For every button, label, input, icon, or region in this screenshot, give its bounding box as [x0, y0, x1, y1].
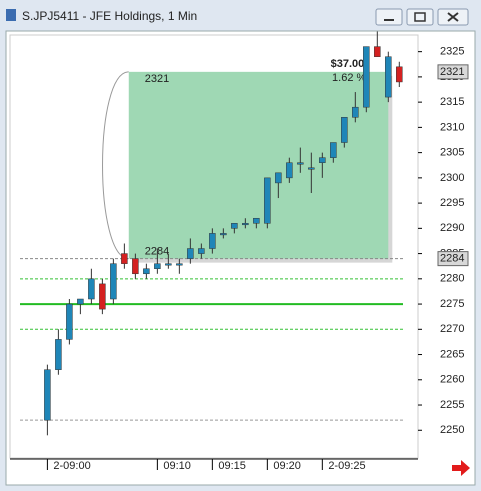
y-tick-label: 2275 [440, 298, 464, 310]
candle-body [286, 162, 293, 179]
candle-body [132, 258, 139, 275]
y-tick-label: 2255 [440, 399, 464, 411]
candle-body [341, 117, 348, 143]
y-tick-label: 2250 [440, 424, 464, 436]
y-tick-label: 2305 [440, 147, 464, 159]
candle-body [165, 263, 172, 266]
candle-body [66, 303, 73, 340]
y-tick-label: 2290 [440, 222, 464, 234]
candle-body [385, 56, 392, 98]
window-buttons[interactable] [375, 8, 469, 26]
candle-body [253, 217, 260, 224]
annotation-box [128, 71, 389, 259]
window-title: S.JPJ5411 - JFE Holdings, 1 Min [22, 9, 197, 23]
annotation-arc [102, 71, 129, 260]
candle-body [143, 268, 150, 275]
price-marker-box [437, 251, 469, 267]
candle-body [264, 177, 271, 224]
candle-body [220, 233, 227, 236]
price-marker-label: 2284 [440, 253, 464, 265]
candle-body [99, 283, 106, 310]
candle-body [110, 263, 117, 300]
candle-body [231, 223, 238, 229]
candle-body [297, 162, 304, 165]
x-tick-label: 09:20 [273, 460, 301, 472]
y-tick-label: 2310 [440, 121, 464, 133]
candle-body [275, 172, 282, 184]
close-icon [447, 12, 459, 22]
x-tick-label: 2-09:25 [328, 460, 365, 472]
y-tick-label: 2280 [440, 273, 464, 285]
candle-body [176, 263, 183, 266]
maximize-button[interactable] [406, 8, 434, 26]
candle-body [242, 223, 249, 226]
candle-body [88, 278, 95, 300]
price-marker-box [437, 64, 469, 80]
scroll-arrow[interactable] [452, 460, 470, 476]
y-tick-label: 2260 [440, 374, 464, 386]
candle-body [374, 46, 381, 57]
candle-body [330, 142, 337, 158]
y-tick-label: 2300 [440, 172, 464, 184]
annotation-change: $37.00 [331, 58, 365, 70]
candle-body [44, 369, 51, 421]
candle-body [121, 253, 128, 264]
candle-body [319, 157, 326, 163]
annotation-high: 2321 [145, 73, 169, 85]
candle-body [308, 167, 315, 170]
candle-body [209, 233, 216, 249]
candle-body [352, 106, 359, 118]
candle-body [55, 339, 62, 370]
y-tick-label: 2270 [440, 323, 464, 335]
price-marker-label: 2321 [440, 66, 464, 78]
candle-body [187, 248, 194, 259]
x-tick-label: 09:10 [163, 460, 191, 472]
window-icon [6, 9, 16, 21]
candle-body [77, 298, 84, 305]
minimize-button[interactable] [375, 8, 403, 26]
candle-body [396, 66, 403, 83]
x-tick-label: 09:15 [218, 460, 246, 472]
candle-body [154, 263, 161, 269]
y-tick-label: 2295 [440, 197, 464, 209]
maximize-icon [414, 12, 426, 22]
annotation-percent: 1.62 % [332, 72, 366, 84]
y-tick-label: 2315 [440, 96, 464, 108]
candle-body [198, 248, 205, 254]
candle-body [363, 46, 370, 108]
x-tick-label: 2-09:00 [53, 460, 90, 472]
y-tick-label: 2265 [440, 348, 464, 360]
y-tick-label: 2325 [440, 46, 464, 58]
